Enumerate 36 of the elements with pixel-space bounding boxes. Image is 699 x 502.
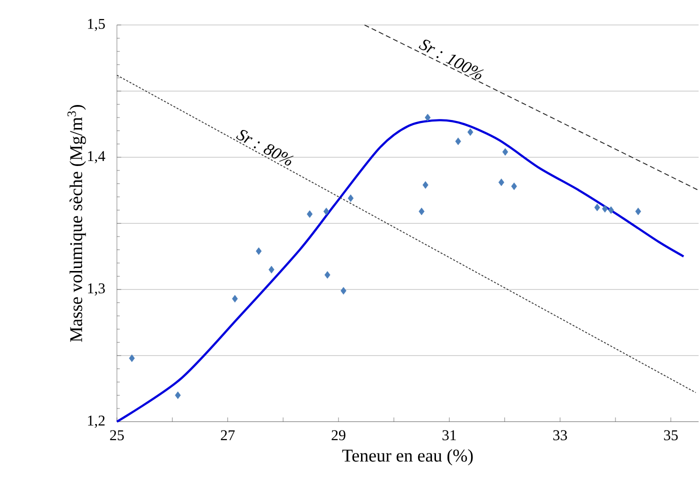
y-tick-label: 1,2 (88, 416, 105, 428)
point (424, 114, 431, 122)
point (455, 138, 462, 146)
point (174, 392, 181, 400)
y-tick-label: 1,3 (88, 284, 105, 296)
point (594, 204, 600, 212)
point (498, 178, 504, 186)
point (608, 206, 614, 214)
point (256, 248, 262, 256)
y-axis-title: Masse volumique sèche (Mg/m$^{3}$) (67, 105, 86, 342)
point (602, 205, 608, 213)
y-tick-label: 1,5 (88, 19, 105, 32)
x-tick-label: 29 (332, 430, 346, 440)
text: Sr : 100% (418, 40, 484, 80)
point (232, 295, 238, 303)
point (635, 208, 642, 216)
point (418, 208, 424, 216)
x-tick-label: 25 (110, 430, 124, 440)
x-tick-label: 27 (220, 430, 235, 440)
point (129, 354, 135, 362)
point (467, 128, 474, 136)
point (324, 271, 330, 279)
point (306, 210, 313, 218)
point (268, 266, 274, 274)
x-tick-label: 35 (664, 430, 678, 440)
x-axis-title: Teneur en eau (%) (342, 449, 473, 466)
x-tick-label: 31 (442, 430, 456, 440)
text: Sr : 80% (236, 130, 294, 166)
point (348, 194, 354, 202)
y-tick-label: 1,4 (88, 151, 106, 164)
point (502, 148, 508, 156)
x-tick-label: 33 (553, 430, 567, 440)
point (340, 287, 346, 295)
point (422, 181, 428, 189)
point (323, 208, 330, 216)
point (511, 182, 517, 190)
